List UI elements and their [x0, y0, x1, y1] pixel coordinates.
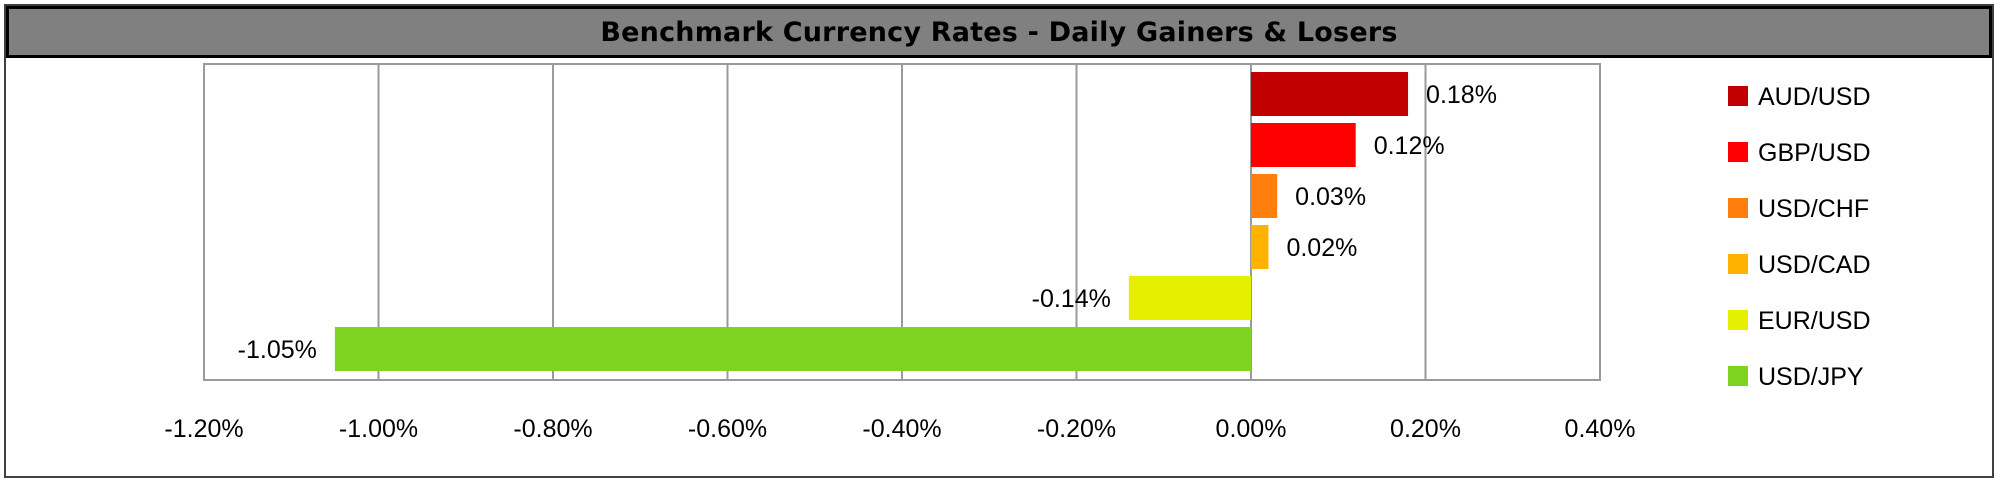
legend-label: USD/CHF	[1758, 195, 1869, 223]
data-label: 0.12%	[1374, 132, 1445, 160]
x-tick-label: -0.80%	[513, 415, 592, 443]
x-tick-label: -0.20%	[1037, 415, 1116, 443]
x-tick-label: -1.00%	[339, 415, 418, 443]
x-tick-label: -0.60%	[688, 415, 767, 443]
bar-usd-cad	[1251, 225, 1269, 269]
legend-label: USD/CAD	[1758, 251, 1871, 279]
bar-gbp-usd	[1251, 123, 1356, 167]
legend-swatch	[1728, 254, 1748, 274]
legend-swatch	[1728, 142, 1748, 162]
bar-usd-chf	[1251, 174, 1278, 218]
chart-title: Benchmark Currency Rates - Daily Gainers…	[600, 16, 1398, 48]
data-label: -0.14%	[1032, 285, 1111, 313]
legend-label: AUD/USD	[1758, 83, 1871, 111]
legend-swatch	[1728, 310, 1748, 330]
bar-eur-usd	[1128, 276, 1251, 320]
legend-swatch	[1728, 86, 1748, 106]
legend-swatch	[1728, 366, 1748, 386]
x-tick-label: -0.40%	[862, 415, 941, 443]
legend-swatch	[1728, 198, 1748, 218]
legend-label: EUR/USD	[1758, 307, 1871, 335]
legend: AUD/USD GBP/USD USD/CHF USD/CAD EUR/USD USD/J…	[1728, 83, 1871, 391]
legend-label: GBP/USD	[1758, 139, 1871, 167]
data-label: 0.18%	[1426, 81, 1497, 109]
data-label: 0.03%	[1295, 183, 1366, 211]
data-labels: 0.18% 0.12% 0.03% 0.02% -0.14% -1.05%	[238, 81, 1497, 364]
x-tick-label: 0.20%	[1390, 415, 1461, 443]
x-axis-tick-labels: -1.20% -1.00% -0.80% -0.60% -0.40% -0.20% 0.00…	[164, 415, 1635, 443]
chart-title-bar: Benchmark Currency Rates - Daily Gainers…	[6, 6, 1992, 58]
legend-label: USD/JPY	[1758, 363, 1864, 391]
x-tick-label: 0.00%	[1216, 415, 1287, 443]
data-label: 0.02%	[1286, 234, 1357, 262]
data-label: -1.05%	[238, 336, 317, 364]
chart-frame	[4, 4, 1994, 478]
bar-usd-jpy	[334, 327, 1251, 371]
x-tick-label: -1.20%	[164, 415, 243, 443]
bar-aud-usd	[1251, 72, 1409, 116]
x-tick-label: 0.40%	[1565, 415, 1636, 443]
bars	[334, 72, 1409, 371]
plot-area	[203, 63, 1601, 381]
